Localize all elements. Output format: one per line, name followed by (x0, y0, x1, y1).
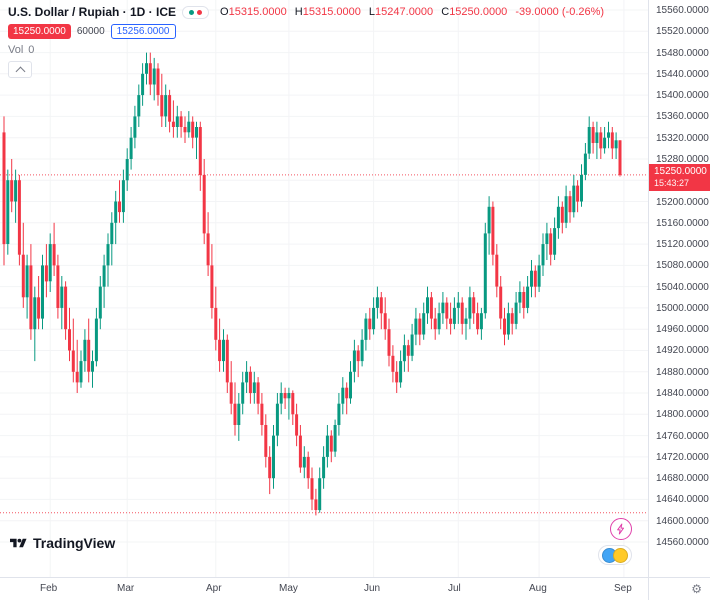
close-label: C (441, 6, 450, 18)
change-percent: (-0.26%) (561, 6, 605, 18)
buy-price-button[interactable]: 15256.0000 (110, 24, 176, 39)
status-dot-down-icon (197, 9, 203, 15)
price-axis-label: 15120.0000 (656, 239, 709, 250)
time-axis-label: Feb (40, 583, 58, 594)
price-axis-label: 15040.0000 (656, 282, 709, 293)
last-price-badge: 15250.0000 15:43:27 (649, 164, 710, 191)
chart-legend: U.S. Dollar / Rupiah · 1D · ICE O15315.0… (8, 5, 604, 83)
settings-gear-icon[interactable]: ⚙ (691, 582, 702, 596)
price-axis[interactable]: 15250.0000 15:43:27 15560.0000 15520.0000… (648, 0, 710, 577)
low-value: 15247.0000 (375, 6, 434, 18)
time-axis-label: Aug (529, 583, 547, 594)
bar-countdown-timer: 15:43:27 (654, 178, 690, 188)
time-axis-label: Jul (448, 583, 461, 594)
quick-alert-button[interactable] (610, 518, 632, 540)
price-axis-label: 15440.0000 (656, 69, 709, 80)
last-price-value: 15250.0000 (654, 166, 707, 177)
volume-value: 0 (28, 44, 35, 56)
chart-status-indicator[interactable] (182, 5, 210, 19)
price-axis-label: 14560.0000 (656, 537, 709, 548)
price-axis-label: 15360.0000 (656, 111, 709, 122)
tradingview-logo-icon (10, 538, 27, 547)
price-axis-label: 15560.0000 (656, 5, 709, 16)
low-label: L (368, 6, 376, 18)
change-value: -39.0000 (515, 6, 559, 18)
time-axis-label: May (279, 583, 298, 594)
price-axis-label: 15080.0000 (656, 260, 709, 271)
time-axis-label: Mar (117, 583, 135, 594)
chevron-up-icon (15, 66, 25, 76)
reactions-button[interactable] (598, 545, 632, 565)
price-axis-label: 15400.0000 (656, 90, 709, 101)
high-label: H (294, 6, 303, 18)
price-axis-label: 14840.0000 (656, 388, 709, 399)
price-axis-label: 15200.0000 (656, 197, 709, 208)
price-axis-label: 15160.0000 (656, 218, 709, 229)
price-axis-label: 14640.0000 (656, 494, 709, 505)
tradingview-watermark[interactable]: TradingView (10, 535, 115, 551)
price-axis-label: 15480.0000 (656, 48, 709, 59)
price-axis-label: 15280.0000 (656, 154, 709, 165)
sell-price-button[interactable]: 15250.0000 (8, 24, 71, 39)
price-axis-label: 15320.0000 (656, 133, 709, 144)
status-dot-up-icon (189, 9, 195, 15)
open-value: 15315.0000 (228, 6, 287, 18)
time-axis-label: Sep (614, 583, 632, 594)
candlestick-chart (0, 0, 648, 577)
price-axis-label: 14920.0000 (656, 345, 709, 356)
price-axis-label: 15520.0000 (656, 26, 709, 37)
axis-settings-corner: ⚙ (648, 577, 710, 600)
volume-label: Vol (8, 44, 24, 56)
open-label: O (220, 6, 229, 18)
price-axis-label: 14800.0000 (656, 409, 709, 420)
price-axis-label: 15000.0000 (656, 303, 709, 314)
lightning-bolt-icon (617, 523, 624, 535)
quantity-value: 60000 (76, 26, 105, 37)
volume-indicator: Vol 0 (8, 44, 34, 56)
ohlc-values: O15315.0000 H15315.0000 L15247.0000 C152… (215, 6, 604, 18)
price-axis-label: 14720.0000 (656, 452, 709, 463)
chart-plot-area[interactable]: U.S. Dollar / Rupiah · 1D · ICE O15315.0… (0, 0, 648, 577)
time-axis[interactable]: Feb Mar Apr May Jun Jul Aug Sep (0, 577, 648, 600)
symbol-title[interactable]: U.S. Dollar / Rupiah · 1D · ICE (8, 5, 177, 19)
price-axis-label: 14880.0000 (656, 367, 709, 378)
watermark-brand-text: TradingView (33, 535, 116, 551)
price-axis-label: 14600.0000 (656, 516, 709, 527)
reaction-emoji-yellow-icon (613, 547, 628, 563)
close-value: 15250.0000 (449, 6, 508, 18)
collapse-legend-button[interactable] (8, 61, 32, 78)
quick-action-buttons (598, 518, 632, 565)
price-axis-label: 14680.0000 (656, 473, 709, 484)
price-axis-label: 14960.0000 (656, 324, 709, 335)
time-axis-label: Apr (206, 583, 222, 594)
high-value: 15315.0000 (302, 6, 361, 18)
time-axis-label: Jun (364, 583, 381, 594)
price-axis-label: 14760.0000 (656, 431, 709, 442)
